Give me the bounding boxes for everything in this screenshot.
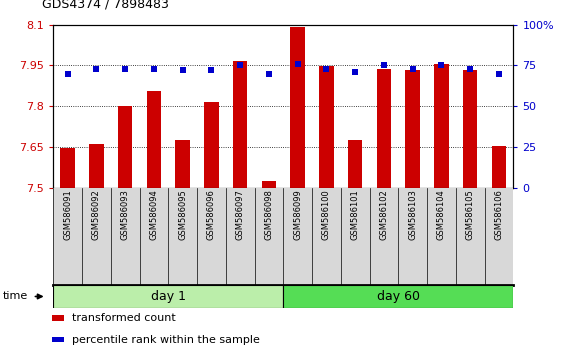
Bar [53, 285, 283, 308]
Bar [61, 148, 75, 188]
Text: GSM586101: GSM586101 [351, 190, 360, 240]
Point [236, 63, 245, 68]
Text: transformed count: transformed count [72, 313, 175, 323]
Text: percentile rank within the sample: percentile rank within the sample [72, 335, 259, 344]
Text: GSM586100: GSM586100 [322, 190, 331, 240]
Text: GSM586091: GSM586091 [63, 190, 72, 240]
Point [379, 63, 388, 68]
Point [293, 61, 302, 67]
Bar [89, 144, 104, 188]
Bar [283, 285, 513, 308]
Point [351, 69, 360, 75]
Bar [262, 181, 276, 188]
Text: GSM586105: GSM586105 [466, 190, 475, 240]
Text: day 1: day 1 [151, 290, 186, 303]
Text: GSM586094: GSM586094 [149, 190, 158, 240]
Text: day 60: day 60 [377, 290, 420, 303]
Text: GSM586104: GSM586104 [437, 190, 446, 240]
Text: time: time [3, 291, 28, 302]
Point [466, 66, 475, 72]
Point [92, 66, 101, 72]
Point [494, 71, 503, 76]
Text: GSM586103: GSM586103 [408, 190, 417, 240]
Bar [434, 64, 449, 188]
Bar [176, 140, 190, 188]
Text: GSM586099: GSM586099 [293, 190, 302, 240]
Text: GDS4374 / 7898483: GDS4374 / 7898483 [42, 0, 169, 11]
Bar [319, 66, 334, 188]
Point [121, 66, 130, 72]
Point [437, 63, 446, 68]
Bar [53, 315, 65, 321]
Point [63, 71, 72, 76]
Point [178, 68, 187, 73]
Text: GSM586102: GSM586102 [379, 190, 388, 240]
Text: GSM586095: GSM586095 [178, 190, 187, 240]
Bar [291, 27, 305, 188]
Bar [377, 69, 391, 188]
Text: GSM586106: GSM586106 [494, 190, 503, 240]
Point [408, 66, 417, 72]
Text: GSM586093: GSM586093 [121, 190, 130, 240]
Bar [348, 140, 362, 188]
Text: GSM586098: GSM586098 [264, 190, 273, 240]
Point [207, 68, 216, 73]
Bar [492, 145, 506, 188]
Bar [406, 70, 420, 188]
Bar [233, 61, 247, 188]
Bar [147, 91, 161, 188]
Text: GSM586092: GSM586092 [92, 190, 101, 240]
Point [149, 66, 158, 72]
Text: GSM586097: GSM586097 [236, 190, 245, 240]
Bar [53, 337, 65, 343]
Bar [204, 102, 219, 188]
Bar [463, 70, 477, 188]
Point [264, 71, 273, 76]
Point [322, 66, 331, 72]
Text: GSM586096: GSM586096 [207, 190, 216, 240]
Bar [118, 106, 132, 188]
